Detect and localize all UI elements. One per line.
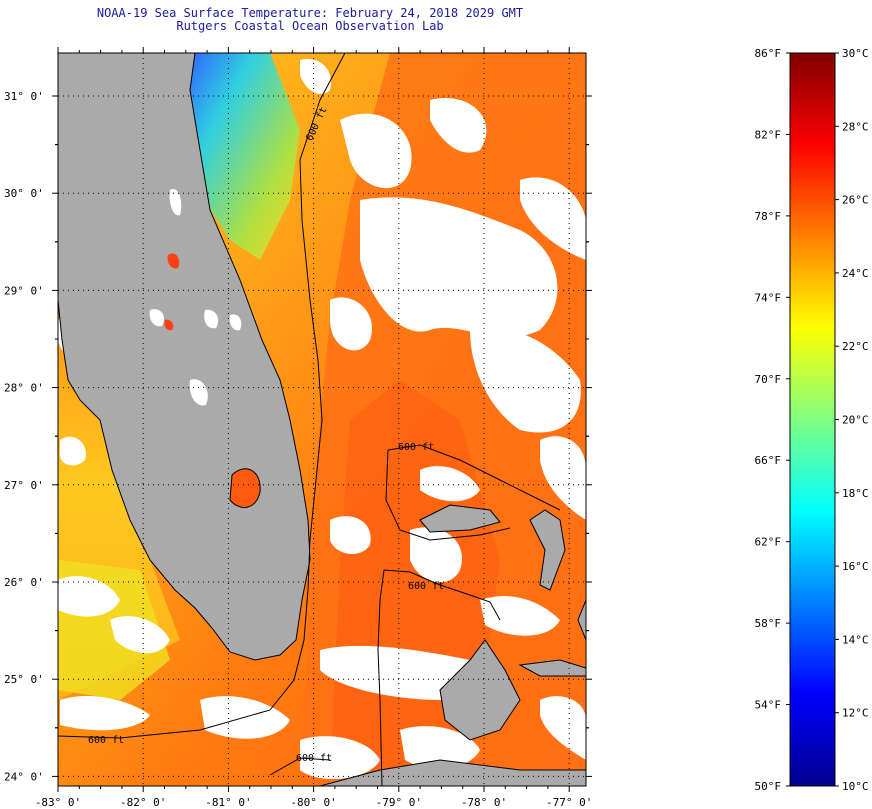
svg-text:600 ft: 600 ft xyxy=(88,735,124,746)
lat-tick-label: 30° 0' xyxy=(4,187,44,200)
colorbar-c-label: 10°C xyxy=(842,780,869,793)
depth-contours xyxy=(58,53,561,786)
colorbar-f-label: 74°F xyxy=(755,291,782,304)
lat-tick-label: 29° 0' xyxy=(4,284,44,297)
colorbar-c-label: 28°C xyxy=(842,120,869,133)
lat-tick-label: 24° 0' xyxy=(4,770,44,783)
colorbar-f-label: 50°F xyxy=(755,780,782,793)
lon-tick-label: -81° 0' xyxy=(205,796,251,809)
lat-tick-label: 31° 0' xyxy=(4,90,44,103)
colorbar-c-label: 20°C xyxy=(842,414,869,427)
graticule xyxy=(58,53,586,786)
cloud-cover xyxy=(58,59,586,780)
colorbar-f-label: 66°F xyxy=(755,454,782,467)
colorbar-scale xyxy=(789,52,836,787)
colorbar-f-label: 62°F xyxy=(755,536,782,549)
colorbar-f-label: 54°F xyxy=(755,699,782,712)
lon-tick-label: -77° 0' xyxy=(546,796,592,809)
colorbar-f-label: 58°F xyxy=(755,617,782,630)
colorbar-f-label: 86°F xyxy=(755,47,782,60)
lon-tick-label: -78° 0' xyxy=(461,796,507,809)
lat-tick-label: 28° 0' xyxy=(4,382,44,395)
land-mass xyxy=(58,53,586,786)
colorbar-c-label: 14°C xyxy=(842,633,869,646)
colorbar-c-label: 12°C xyxy=(842,707,869,720)
colorbar-f-label: 78°F xyxy=(755,210,782,223)
colorbar-c-label: 24°C xyxy=(842,267,869,280)
colorbar-f-label: 82°F xyxy=(755,128,782,141)
colorbar-c-label: 18°C xyxy=(842,487,869,500)
lon-tick-label: -82° 0' xyxy=(120,796,166,809)
lat-tick-label: 26° 0' xyxy=(4,576,44,589)
colorbar-c-label: 16°C xyxy=(842,560,869,573)
chart-title: NOAA-19 Sea Surface Temperature: Februar… xyxy=(96,6,524,20)
lon-tick-label: -83° 0' xyxy=(35,796,81,809)
chart-subtitle: Rutgers Coastal Ocean Observation Lab xyxy=(176,19,444,33)
lon-tick-label: -80° 0' xyxy=(290,796,336,809)
lon-tick-label: -79° 0' xyxy=(376,796,422,809)
map-image: 600 ft 600 ft 600 ft 600 ft 600 ft xyxy=(58,53,586,786)
svg-text:600 ft: 600 ft xyxy=(408,581,444,592)
lat-tick-label: 27° 0' xyxy=(4,479,44,492)
svg-text:600 ft: 600 ft xyxy=(398,442,434,453)
colorbar-c-label: 26°C xyxy=(842,194,869,207)
lat-tick-label: 25° 0' xyxy=(4,673,44,686)
colorbar-c-label: 22°C xyxy=(842,340,869,353)
map-frame xyxy=(57,52,587,787)
colorbar-f-label: 70°F xyxy=(755,373,782,386)
colorbar-c-label: 30°C xyxy=(842,47,869,60)
